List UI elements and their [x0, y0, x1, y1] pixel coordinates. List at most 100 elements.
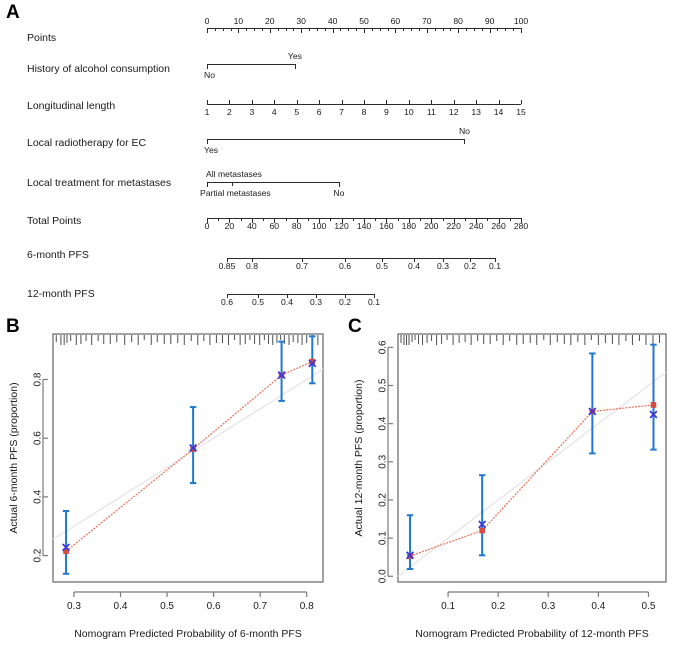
points-major-tick [395, 28, 397, 33]
pfs12-tick [316, 294, 317, 299]
points-minor-tick [254, 28, 256, 31]
apparent-marker-square [650, 402, 657, 408]
pfs6-tick [227, 258, 228, 263]
points-minor-tick [411, 28, 413, 31]
total-points-minor-tick [487, 218, 489, 221]
pfs6-tick-label: 0.3 [437, 261, 449, 271]
pfs6-tick-label: 0.8 [246, 261, 258, 271]
x-axis-tick-label: 0.1 [441, 601, 455, 612]
pfs12-tick-label: 0.4 [281, 297, 293, 307]
metastases-tick-partial [207, 182, 208, 187]
longitudinal-length-tick-label: 7 [339, 107, 344, 117]
alcohol-axis [207, 64, 295, 65]
panel-a-nomogram: A Points 0 10 20 30 40 50 60 70 80 90 100 History of… [0, 0, 685, 315]
pfs6-tick-label: 0.6 [339, 261, 351, 271]
longitudinal-length-tick [274, 99, 276, 104]
points-tick-label: 0 [204, 16, 210, 26]
points-minor-tick [473, 28, 475, 31]
x-axis-tick-label: 0.2 [491, 601, 505, 612]
points-tick-label: 100 [513, 16, 529, 26]
y-axis-tick-label: 0.2 [33, 548, 44, 562]
longitudinal-length-tick-label: 4 [271, 107, 277, 117]
radiotherapy-axis [207, 139, 465, 140]
pfs12-axis [227, 294, 374, 295]
longitudinal-length-tick [453, 99, 455, 104]
points-minor-tick [387, 28, 389, 31]
longitudinal-length-tick [207, 99, 208, 104]
points-minor-tick [277, 28, 279, 31]
metastases-level-partial: Partial metastases [200, 188, 271, 198]
pfs6-tick-label: 0.7 [296, 261, 308, 271]
longitudinal-length-tick [251, 99, 253, 104]
apparent-marker-square [479, 527, 485, 534]
points-tick-label: 30 [296, 16, 306, 26]
panel-a-letter: A [6, 2, 20, 23]
y-axis-tick-label: 0.8 [33, 372, 44, 386]
points-minor-tick [466, 28, 468, 31]
longitudinal-length-tick-label: 8 [361, 107, 367, 117]
y-axis-tick-label: 0.3 [378, 454, 389, 468]
total-points-major-tick [207, 218, 208, 223]
x-axis-tick-label: 0.8 [300, 601, 314, 612]
longitudinal-length-tick [476, 99, 478, 104]
points-major-tick [364, 28, 365, 33]
x-axis-tick-label: 0.3 [541, 601, 555, 612]
points-minor-tick [324, 28, 326, 31]
observed-marker-x [478, 520, 487, 529]
total-points-minor-tick [263, 218, 265, 221]
y-axis-tick-label: 0.2 [378, 493, 389, 507]
metastases-axis [207, 182, 339, 183]
observed-marker-x [588, 407, 597, 416]
y-axis-tick-label: 0.4 [33, 490, 44, 504]
points-major-tick [426, 28, 428, 33]
pfs6-axis [227, 258, 495, 259]
metastases-level-all: All metastases [206, 169, 262, 179]
points-minor-tick [293, 28, 295, 31]
total-points-minor-tick [307, 218, 309, 221]
points-major-tick [332, 28, 334, 33]
points-minor-tick [513, 28, 515, 31]
total-points-minor-tick [218, 218, 220, 221]
plot-frame [52, 333, 324, 583]
points-minor-tick [340, 28, 342, 31]
alcohol-tick-no [207, 64, 208, 69]
points-major-tick [238, 28, 240, 33]
observed-marker-x [649, 410, 658, 419]
y-axis-tick-label: 0.0 [378, 569, 389, 583]
total-points-minor-tick [397, 218, 399, 221]
longitudinal-length-tick-label: 2 [227, 107, 232, 117]
total-points-tick-label: 260 [491, 221, 506, 231]
pfs12-tick-label: 0.5 [252, 297, 264, 307]
observed-marker-x [308, 359, 317, 368]
total-points-tick-label: 200 [424, 221, 439, 231]
points-minor-tick [442, 28, 444, 31]
metastases-tick-no [338, 182, 340, 187]
total-points-minor-tick [442, 218, 444, 221]
radiotherapy-level-no: No [458, 126, 470, 136]
total-points-major-tick [431, 218, 433, 223]
points-minor-tick [371, 28, 373, 31]
alcohol-tick-yes [294, 64, 296, 69]
total-points-tick-label: 20 [224, 221, 235, 231]
total-points-tick-label: 60 [269, 221, 280, 231]
total-points-tick-label: 80 [291, 221, 302, 231]
points-minor-tick [356, 28, 358, 31]
points-major-tick [301, 28, 303, 33]
y-axis-tick-label: 0.1 [378, 531, 389, 545]
total-points-major-tick [476, 218, 478, 223]
points-tick-label: 10 [233, 16, 244, 26]
points-tick-label: 60 [390, 16, 401, 26]
pfs6-tick [252, 258, 253, 263]
panel-c-letter: C [348, 316, 362, 337]
longitudinal-length-tick-label: 13 [471, 107, 481, 117]
pfs6-tick [382, 258, 383, 263]
pfs6-tick [345, 258, 346, 263]
total-points-tick-label: 160 [379, 221, 394, 231]
total-points-minor-tick [509, 218, 511, 221]
longitudinal-length-tick [386, 99, 388, 104]
panel-b-calibration-6month: B 0.3 0.4 0.5 0.6 0.7 0.8 0.2 0.4 0.6 0.8 Nomogram… [0, 312, 345, 648]
points-major-tick [489, 28, 491, 33]
longitudinal-length-tick-label: 5 [294, 107, 300, 117]
total-points-minor-tick [240, 218, 242, 221]
y-axis-title: Actual 12-month PFS (proportion) [353, 380, 365, 537]
